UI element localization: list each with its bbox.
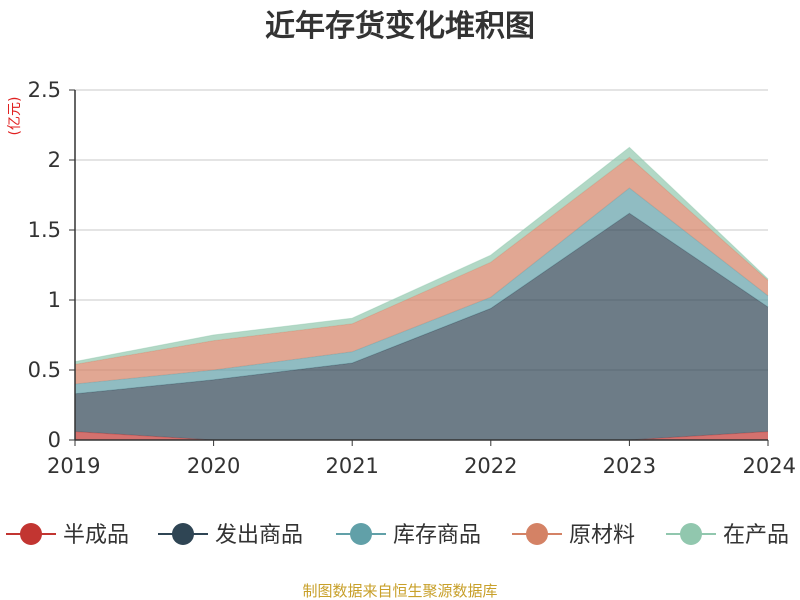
- area-series-group: [74, 146, 769, 441]
- y-tick-label: 2: [48, 148, 61, 172]
- legend: 半成品 发出商品 库存商品 原材料 在产品: [6, 523, 789, 548]
- area-series-line-5: [74, 146, 769, 363]
- y-tick-label: 0: [48, 428, 61, 452]
- axes-group: [74, 90, 768, 441]
- source-note: 制图数据来自恒生聚源数据库: [302, 582, 497, 600]
- y-tick-label: 2.5: [28, 78, 61, 102]
- legend-label: 库存商品: [393, 523, 481, 548]
- area-series-line-2: [74, 212, 769, 395]
- legend-label: 在产品: [723, 523, 789, 548]
- area-series-2: [75, 213, 768, 440]
- y-tick-label: 0.5: [28, 358, 61, 382]
- legend-label: 半成品: [63, 523, 129, 548]
- legend-marker: [20, 523, 42, 545]
- x-tick-labels: 2019 2020 2021 2022 2023 2024: [47, 440, 796, 478]
- x-tick-label: 2022: [464, 454, 517, 478]
- legend-marker: [680, 523, 702, 545]
- y-tick-label: 1.5: [28, 218, 61, 242]
- x-tick-label: 2023: [603, 454, 656, 478]
- x-tick-label: 2019: [47, 454, 100, 478]
- area-series-1: [75, 431, 768, 440]
- legend-marker: [526, 523, 548, 545]
- x-tick-label: 2024: [743, 454, 796, 478]
- legend-label: 发出商品: [215, 523, 303, 548]
- area-series-4: [75, 157, 768, 384]
- legend-label: 原材料: [569, 523, 635, 548]
- y-axis-unit-label: (亿元): [7, 97, 23, 136]
- y-tick-label: 1: [48, 288, 61, 312]
- legend-marker: [172, 523, 194, 545]
- x-tick-label: 2020: [187, 454, 240, 478]
- chart-title: 近年存货变化堆积图: [265, 9, 535, 44]
- y-tick-labels: 0 0.5 1 1.5 2 2.5: [28, 78, 75, 452]
- legend-marker: [350, 523, 372, 545]
- x-tick-label: 2021: [325, 454, 378, 478]
